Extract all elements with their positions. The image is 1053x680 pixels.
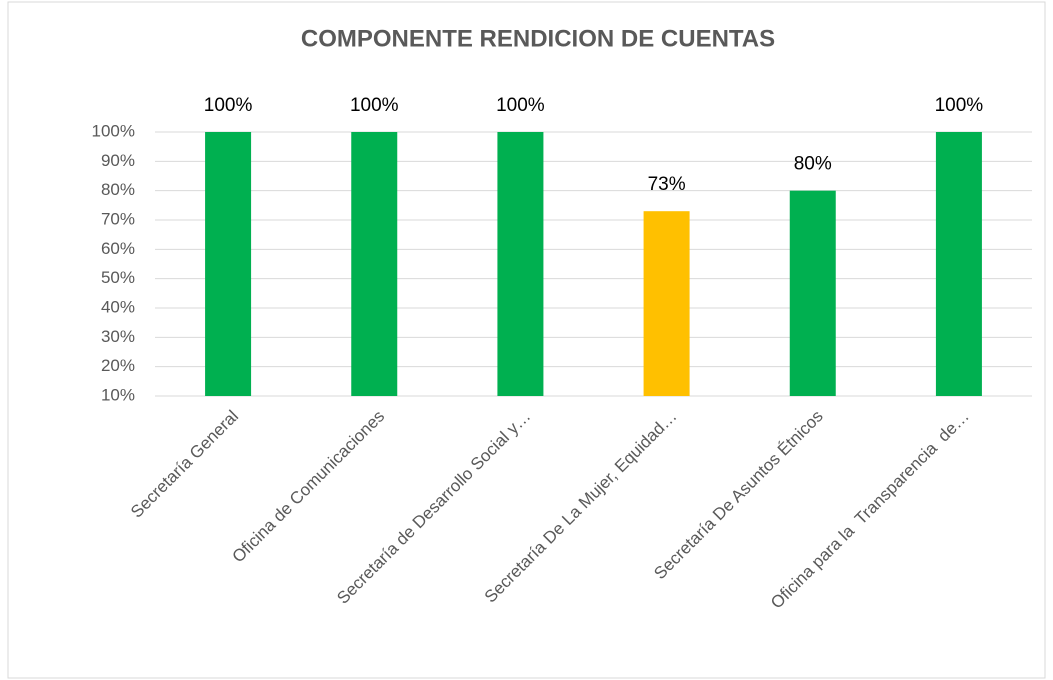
bar (789, 190, 836, 396)
chart-title: COMPONENTE RENDICION DE CUENTAS (301, 25, 775, 52)
bar (643, 211, 690, 396)
bar (205, 132, 252, 396)
data-label: 80% (794, 154, 832, 175)
data-label: 100% (935, 95, 984, 116)
y-tick-label: 80% (101, 180, 135, 199)
data-label: 73% (648, 174, 686, 195)
y-tick-label: 100% (92, 121, 135, 140)
data-label: 100% (496, 95, 545, 116)
y-tick-label: 90% (101, 151, 135, 170)
bar (497, 132, 544, 396)
bar (935, 132, 982, 396)
bar (351, 132, 398, 396)
y-tick-label: 20% (101, 356, 135, 375)
y-tick-label: 30% (101, 327, 135, 346)
data-label: 100% (204, 95, 253, 116)
y-tick-label: 40% (101, 297, 135, 316)
y-tick-label: 10% (101, 385, 135, 404)
data-label: 100% (350, 95, 399, 116)
y-tick-label: 50% (101, 268, 135, 287)
y-tick-label: 70% (101, 209, 135, 228)
y-tick-label: 60% (101, 239, 135, 258)
